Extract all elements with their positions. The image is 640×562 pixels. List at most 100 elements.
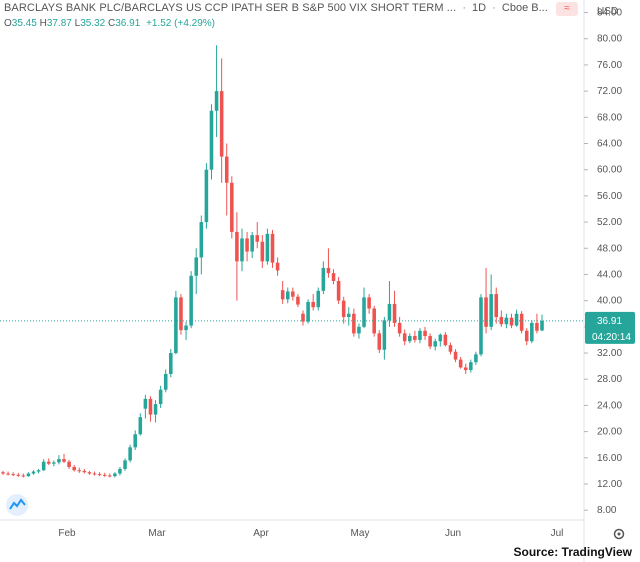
symbol-title[interactable]: BARCLAYS BANK PLC/BARCLAYS US CCP IPATH … bbox=[4, 2, 457, 14]
candle-body[interactable] bbox=[433, 341, 437, 347]
candle-body[interactable] bbox=[204, 169, 209, 223]
candle-body[interactable] bbox=[306, 301, 310, 322]
candle-body[interactable] bbox=[36, 470, 41, 472]
candle-body[interactable] bbox=[336, 281, 341, 301]
candle-body[interactable] bbox=[453, 351, 458, 360]
candle-body[interactable] bbox=[26, 473, 31, 477]
candle-body[interactable] bbox=[296, 296, 300, 305]
candle-body[interactable] bbox=[489, 294, 493, 327]
candle-body[interactable] bbox=[423, 330, 427, 337]
candle-body[interactable] bbox=[469, 362, 473, 371]
candle-body[interactable] bbox=[148, 398, 153, 415]
candle-body[interactable] bbox=[245, 238, 249, 252]
candle-body[interactable] bbox=[357, 326, 361, 334]
candle-body[interactable] bbox=[143, 398, 148, 409]
candle-body[interactable] bbox=[428, 336, 432, 347]
candle-body[interactable] bbox=[382, 320, 387, 350]
candle-body[interactable] bbox=[158, 389, 163, 405]
candle-body[interactable] bbox=[524, 330, 529, 342]
candle-body[interactable] bbox=[265, 233, 270, 262]
candle-body[interactable] bbox=[46, 461, 51, 464]
candle-body[interactable] bbox=[270, 233, 275, 263]
candle-body[interactable] bbox=[6, 473, 10, 475]
candle-body[interactable] bbox=[219, 91, 224, 157]
candle-body[interactable] bbox=[413, 336, 417, 340]
candle-body[interactable] bbox=[321, 267, 326, 291]
candle-body[interactable] bbox=[443, 334, 448, 346]
candle-body[interactable] bbox=[184, 325, 188, 331]
candle-body[interactable] bbox=[209, 110, 214, 170]
candle-body[interactable] bbox=[387, 303, 392, 321]
candle-body[interactable] bbox=[260, 241, 265, 262]
candle-body[interactable] bbox=[92, 473, 97, 475]
candle-body[interactable] bbox=[397, 322, 402, 334]
candle-body[interactable] bbox=[331, 273, 336, 282]
candle-body[interactable] bbox=[326, 267, 331, 274]
candle-body[interactable] bbox=[52, 462, 56, 464]
candle-body[interactable] bbox=[214, 91, 219, 111]
candle-body[interactable] bbox=[108, 475, 112, 477]
candle-body[interactable] bbox=[16, 474, 21, 476]
candle-body[interactable] bbox=[438, 334, 443, 342]
candle-body[interactable] bbox=[530, 322, 534, 342]
candle-body[interactable] bbox=[235, 231, 239, 262]
candle-body[interactable] bbox=[291, 291, 295, 297]
settings-gear-icon[interactable] bbox=[613, 528, 625, 540]
candle-body[interactable] bbox=[494, 294, 499, 318]
candle-body[interactable] bbox=[82, 470, 87, 473]
candle-body[interactable] bbox=[514, 313, 519, 326]
candle-body[interactable] bbox=[418, 330, 422, 340]
candle-body[interactable] bbox=[57, 459, 61, 463]
candle-body[interactable] bbox=[377, 333, 382, 350]
realtime-toggle-icon[interactable]: ≈ bbox=[556, 2, 578, 16]
candle-body[interactable] bbox=[118, 468, 122, 474]
candle-body[interactable] bbox=[102, 474, 107, 476]
candle-body[interactable] bbox=[474, 354, 478, 363]
candle-body[interactable] bbox=[372, 308, 376, 334]
candle-body[interactable] bbox=[479, 297, 483, 355]
candle-body[interactable] bbox=[153, 404, 158, 415]
candle-body[interactable] bbox=[133, 434, 137, 448]
candle-body[interactable] bbox=[31, 471, 36, 474]
candle-body[interactable] bbox=[189, 275, 193, 326]
candle-body[interactable] bbox=[41, 461, 46, 471]
candle-body[interactable] bbox=[458, 359, 463, 368]
candle-body[interactable] bbox=[62, 459, 66, 462]
candle-body[interactable] bbox=[128, 447, 132, 461]
candle-body[interactable] bbox=[402, 333, 407, 342]
candle-body[interactable] bbox=[194, 257, 199, 276]
candle-body[interactable] bbox=[316, 290, 321, 308]
candle-body[interactable] bbox=[367, 297, 371, 309]
candle-body[interactable] bbox=[352, 313, 356, 334]
candle-body[interactable] bbox=[509, 317, 514, 326]
candle-body[interactable] bbox=[346, 313, 351, 318]
candle-body[interactable] bbox=[169, 353, 173, 374]
candle-body[interactable] bbox=[392, 303, 397, 323]
candle-body[interactable] bbox=[408, 336, 412, 342]
candle-body[interactable] bbox=[240, 238, 244, 262]
candle-body[interactable] bbox=[87, 472, 92, 474]
candle-body[interactable] bbox=[463, 367, 468, 371]
candle-body[interactable] bbox=[519, 313, 524, 331]
candle-body[interactable] bbox=[341, 300, 346, 318]
candle-body[interactable] bbox=[77, 470, 82, 472]
tradingview-logo-icon[interactable] bbox=[6, 494, 28, 516]
candle-body[interactable] bbox=[21, 475, 26, 477]
candle-body[interactable] bbox=[174, 297, 178, 354]
candle-body[interactable] bbox=[97, 474, 102, 476]
candle-body[interactable] bbox=[67, 461, 71, 467]
candle-body[interactable] bbox=[72, 466, 76, 471]
candle-body[interactable] bbox=[535, 322, 539, 331]
candle-body[interactable] bbox=[275, 262, 280, 271]
candle-body[interactable] bbox=[224, 156, 229, 183]
candle-body[interactable] bbox=[250, 235, 254, 252]
candle-body[interactable] bbox=[123, 460, 127, 469]
candle-body[interactable] bbox=[362, 297, 366, 327]
candle-body[interactable] bbox=[1, 472, 5, 474]
candle-body[interactable] bbox=[179, 297, 183, 331]
candle-body[interactable] bbox=[11, 474, 15, 476]
candle-body[interactable] bbox=[311, 301, 315, 308]
candle-body[interactable] bbox=[484, 297, 488, 327]
candle-body[interactable] bbox=[280, 290, 285, 300]
